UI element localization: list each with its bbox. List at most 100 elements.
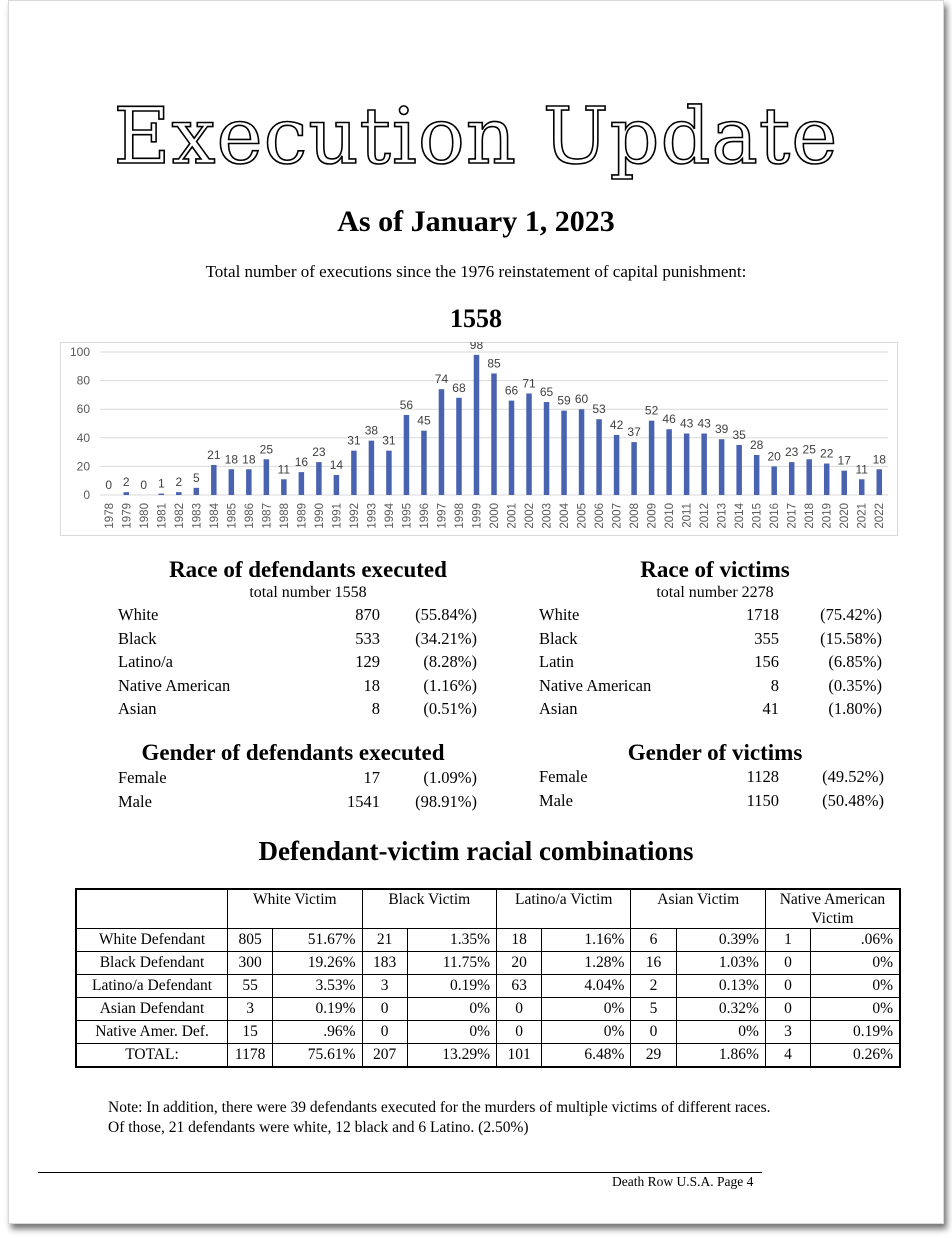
- count-cell: 183: [361, 951, 408, 975]
- x-tick-label: 1984: [209, 502, 221, 528]
- row-label: White Defendant: [75, 928, 229, 952]
- bar: [123, 492, 130, 495]
- executions-bar-chart: 0204060801000197821979019801198121982519…: [60, 342, 898, 536]
- count-cell: 21: [361, 928, 408, 952]
- bar: [491, 373, 497, 495]
- data-label: 60: [575, 392, 589, 406]
- bar: [298, 472, 305, 495]
- stat-label: Male: [118, 791, 152, 811]
- bar: [176, 492, 182, 495]
- bar: [771, 466, 777, 495]
- bar: [648, 420, 655, 495]
- bar: [316, 462, 322, 495]
- data-label: 65: [540, 385, 554, 399]
- x-tick-label: 2009: [647, 503, 659, 529]
- count-cell: 4: [764, 1043, 812, 1068]
- y-tick-label: 20: [77, 459, 91, 473]
- x-tick-label: 1983: [191, 503, 203, 529]
- data-label: 22: [820, 447, 834, 461]
- count-cell: 3: [764, 1020, 812, 1044]
- bar: [386, 450, 392, 495]
- x-tick-label: 1981: [156, 503, 168, 529]
- count-cell: 6: [630, 928, 677, 952]
- stat-label: Native American: [118, 675, 231, 695]
- percent-cell: 1.28%: [541, 951, 632, 975]
- race-defendants-row: Native American 18 (1.16%): [0, 676, 952, 698]
- stat-percent: (34.21%): [415, 628, 477, 648]
- count-cell: 3: [227, 997, 274, 1021]
- bar: [438, 389, 445, 495]
- race-victims-row: Native American 8 (0.35%): [0, 676, 952, 698]
- race-defendants-row: Asian 8 (0.51%): [0, 699, 952, 721]
- data-label: 39: [715, 422, 729, 436]
- y-tick-label: 0: [83, 488, 90, 502]
- bar: [403, 414, 410, 495]
- percent-cell: 0%: [541, 1020, 632, 1044]
- percent-cell: 0.19%: [272, 997, 363, 1021]
- data-label: 66: [505, 384, 519, 398]
- data-label: 37: [627, 425, 641, 439]
- stat-label: Black: [539, 628, 578, 648]
- combinations-table: White Victim Black Victim Latino/a Victim A…: [75, 888, 901, 1068]
- data-label: 42: [610, 418, 624, 432]
- bar: [158, 493, 165, 495]
- stat-percent: (6.85%): [828, 652, 882, 671]
- stat-label: White: [118, 605, 159, 624]
- gender-defendants-heading: Gender of defendants executed: [141, 740, 445, 765]
- race-victims-total: total number 2278: [656, 584, 774, 601]
- percent-cell: 0%: [675, 1020, 766, 1044]
- count-cell: 1: [764, 928, 812, 952]
- x-tick-label: 1996: [419, 503, 431, 529]
- data-label: 43: [697, 417, 711, 431]
- bar: [613, 434, 620, 495]
- page-title: Execution Update: [113, 91, 839, 183]
- note-line-2: Of those, 21 defendants were white, 12 b…: [108, 1119, 529, 1136]
- stat-percent: (1.09%): [423, 768, 477, 787]
- table-header-row: White Victim Black Victim Latino/a Victim A…: [75, 888, 901, 929]
- data-label: 59: [557, 394, 571, 408]
- x-tick-label: 2005: [577, 503, 589, 529]
- x-tick-label: 1988: [279, 503, 291, 529]
- data-label: 11: [855, 462, 868, 476]
- stat-count: 355: [754, 628, 779, 648]
- percent-cell: 0.39%: [675, 928, 766, 952]
- count-cell: 0: [495, 1020, 543, 1044]
- x-tick-label: 1999: [471, 503, 483, 529]
- x-tick-label: 2017: [787, 503, 799, 529]
- stat-label: White: [539, 605, 580, 624]
- data-label: 23: [785, 445, 799, 459]
- stat-label: Black: [118, 628, 157, 648]
- stat-count: 129: [355, 652, 380, 671]
- count-cell: 0: [764, 997, 812, 1021]
- stat-label: Latin: [539, 652, 574, 671]
- stat-percent: (1.80%): [828, 699, 882, 718]
- bar: [666, 429, 672, 495]
- stat-percent: (49.52%): [822, 767, 884, 786]
- stat-label: Asian: [539, 699, 578, 718]
- race-defendants-row: Black 533 (34.21%): [0, 629, 952, 651]
- y-tick-label: 100: [70, 345, 90, 359]
- bar: [683, 433, 690, 495]
- column-header: Native American Victim: [764, 888, 901, 929]
- x-tick-label: 2012: [699, 503, 711, 529]
- percent-cell: 11.75%: [406, 951, 497, 975]
- x-tick-label: 1993: [366, 503, 378, 529]
- percent-cell: .96%: [272, 1020, 363, 1044]
- count-cell: 0: [361, 1020, 408, 1044]
- note-line-1: Note: In addition, there were 39 defenda…: [108, 1099, 771, 1116]
- bar: [246, 469, 252, 495]
- data-label: 17: [838, 454, 852, 468]
- count-cell: 0: [361, 997, 408, 1021]
- bar: [578, 409, 585, 495]
- data-label: 71: [522, 376, 536, 390]
- gender-victims-heading: Gender of victims: [627, 740, 803, 765]
- x-tick-label: 1990: [314, 503, 326, 529]
- percent-cell: 13.29%: [406, 1043, 497, 1068]
- data-label: 5: [193, 471, 200, 485]
- percent-cell: 0.19%: [406, 974, 497, 998]
- x-tick-label: 1978: [104, 503, 116, 529]
- percent-cell: 1.86%: [675, 1043, 766, 1068]
- gender-victims-row: Female 1128 (49.52%): [0, 767, 952, 789]
- bar: [806, 459, 812, 495]
- percent-cell: 0.19%: [810, 1020, 901, 1044]
